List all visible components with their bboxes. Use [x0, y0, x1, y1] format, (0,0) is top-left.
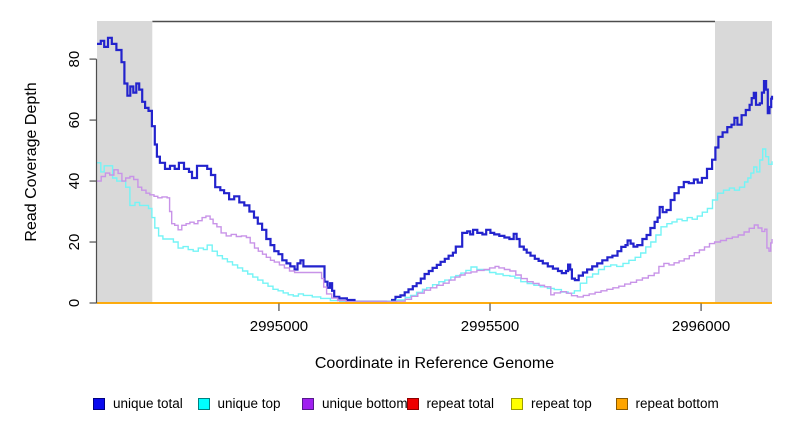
legend: unique total unique top unique bottom repea…	[93, 397, 720, 411]
legend-label: repeat bottom	[635, 396, 719, 411]
x-axis-title: Coordinate in Reference Genome	[314, 355, 555, 372]
legend-swatch-repeat-bottom	[615, 398, 628, 410]
legend-swatch-repeat-total	[406, 398, 419, 410]
legend-item-repeat-top: repeat top	[511, 397, 616, 411]
series-unique-top-line	[97, 148, 773, 303]
legend-swatch-unique-top	[197, 398, 210, 410]
y-tick-label: 20	[66, 234, 83, 251]
x-tick-label: 2995500	[461, 318, 519, 335]
y-tick-label: 0	[66, 299, 83, 307]
legend-item-unique-top: unique top	[197, 396, 303, 411]
legend-label: repeat total	[426, 396, 495, 411]
series-unique-bottom-line	[97, 169, 773, 303]
legend-swatch-repeat-top	[511, 398, 523, 410]
legend-item-unique-bottom: unique bottom	[302, 396, 408, 411]
x-tick-label: 2996000	[672, 318, 730, 335]
legend-label: unique total	[113, 396, 183, 411]
shaded-region-right-flank	[715, 21, 772, 303]
y-tick-label: 80	[66, 51, 83, 68]
y-axis-title: Read Coverage Depth	[23, 82, 40, 242]
legend-label: unique top	[217, 396, 281, 411]
series-unique-total-line	[97, 36, 774, 303]
legend-item-repeat-total: repeat total	[406, 396, 512, 411]
legend-swatch-unique-total	[93, 398, 105, 410]
y-tick-label: 40	[66, 173, 83, 190]
legend-label: repeat top	[531, 396, 592, 411]
legend-item-unique-total: unique total	[93, 397, 198, 411]
y-tick-label: 60	[66, 112, 83, 129]
legend-item-repeat-bottom: repeat bottom	[615, 396, 721, 411]
legend-label: unique bottom	[322, 396, 408, 411]
legend-swatch-unique-bottom	[302, 398, 314, 410]
x-tick-label: 2995000	[250, 318, 308, 335]
